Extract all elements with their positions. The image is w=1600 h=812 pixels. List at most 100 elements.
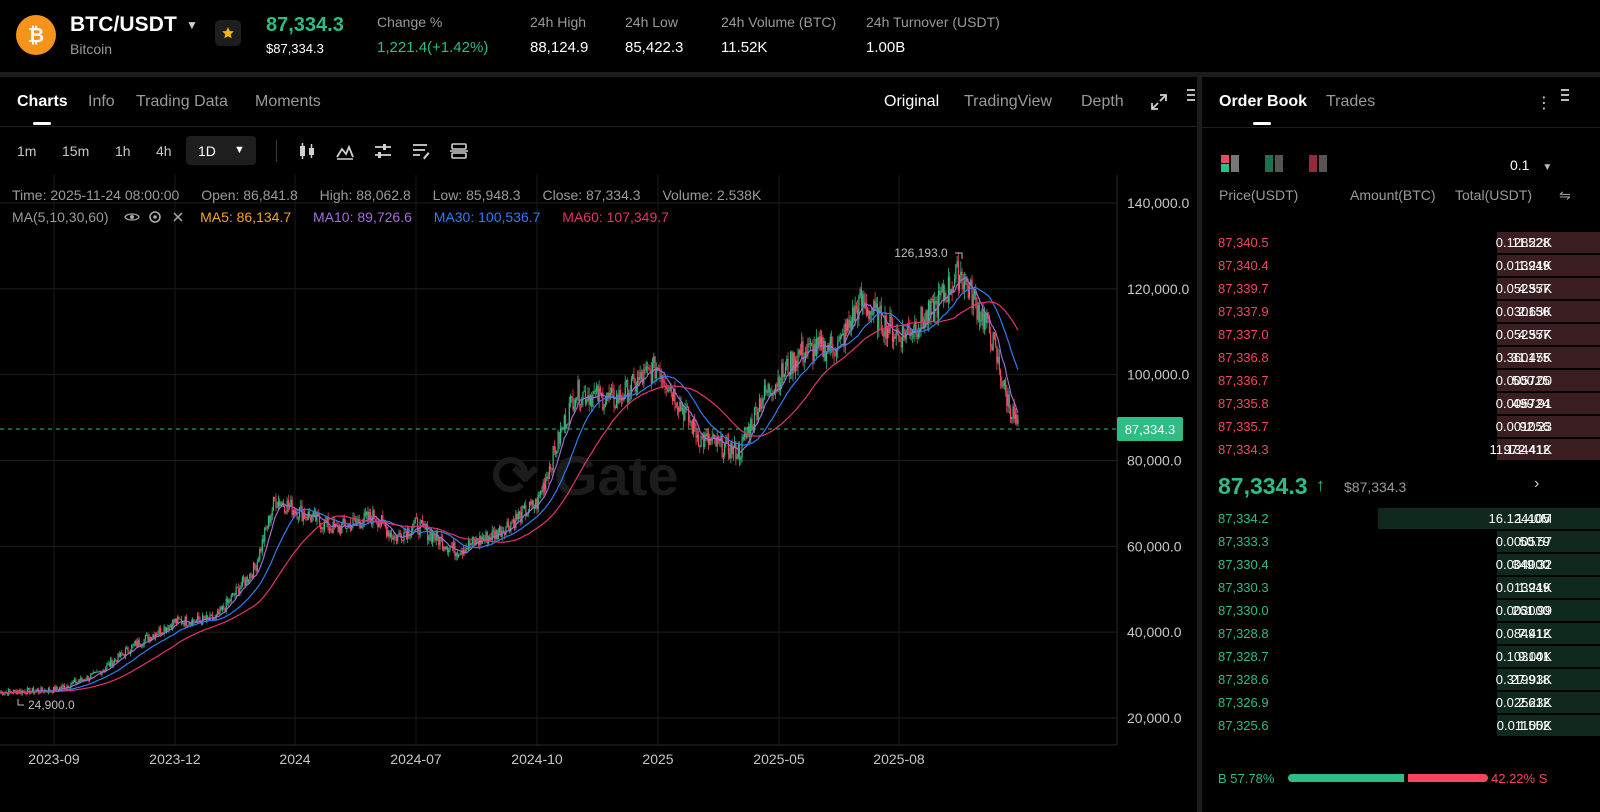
- candle-body: [114, 659, 117, 661]
- candle-body: [992, 332, 994, 351]
- favorite-button[interactable]: [215, 20, 241, 46]
- candle-body: [443, 546, 445, 550]
- candle-body: [414, 517, 416, 524]
- swap-units-icon[interactable]: ⇋: [1559, 187, 1571, 203]
- order-row[interactable]: 87,325.6 0.011552 1.00K: [1202, 714, 1600, 737]
- candle-body: [574, 399, 577, 406]
- order-row[interactable]: 87,337.9 0.030150 2.63K: [1202, 300, 1600, 323]
- candle-body: [983, 313, 986, 330]
- order-total: 50.57: [1519, 534, 1552, 549]
- candle-body: [659, 370, 661, 379]
- candle-body: [86, 676, 88, 681]
- order-row[interactable]: 87,339.7 0.052357 4.57K: [1202, 277, 1600, 300]
- precision-dropdown[interactable]: 0.1 ▼: [1510, 157, 1552, 173]
- chevron-right-icon[interactable]: ›: [1534, 475, 1540, 492]
- order-row[interactable]: 87,330.0 0.003000 261.99: [1202, 599, 1600, 622]
- pair-title[interactable]: BTC/USDT: [70, 13, 177, 36]
- tab-order-book[interactable]: Order Book: [1219, 93, 1308, 110]
- candle-body: [849, 320, 851, 328]
- order-row[interactable]: 87,333.3 0.000579 50.57: [1202, 530, 1600, 553]
- candle-body: [405, 532, 408, 539]
- candle-body: [56, 686, 58, 690]
- candle-body: [349, 523, 352, 531]
- order-row[interactable]: 87,340.4 0.013949 1.21K: [1202, 254, 1600, 277]
- order-row[interactable]: 87,335.8 0.005724 499.91: [1202, 392, 1600, 415]
- order-row[interactable]: 87,336.8 0.360175 31.45K: [1202, 346, 1600, 369]
- candle-body: [346, 528, 348, 530]
- eye-icon[interactable]: [124, 211, 141, 223]
- view-tab-original[interactable]: Original: [884, 93, 940, 110]
- indicator-icon[interactable]: [335, 141, 355, 161]
- candle-body: [758, 398, 761, 413]
- y-tick-label: 20,000.0: [1127, 710, 1182, 726]
- bids-only-view-icon[interactable]: [1263, 153, 1285, 173]
- candle-body: [435, 530, 437, 541]
- settings-sliders-icon[interactable]: [373, 141, 393, 161]
- price-chart[interactable]: 140,000.0 120,000.0 100,000.0 80,000.0 60,00…: [0, 175, 1197, 812]
- close-icon[interactable]: [172, 211, 184, 223]
- candle-body: [609, 392, 611, 398]
- interval-1h[interactable]: 1h: [115, 143, 131, 159]
- candle-body: [339, 526, 342, 534]
- candle-body: [761, 402, 763, 409]
- candle-body: [177, 616, 179, 624]
- order-row[interactable]: 87,335.7 0.001056 92.23: [1202, 415, 1600, 438]
- expand-icon[interactable]: [1150, 93, 1168, 111]
- order-row[interactable]: 87,337.0 0.052357 4.57K: [1202, 323, 1600, 346]
- view-tab-depth[interactable]: Depth: [1081, 93, 1124, 110]
- candle-body: [250, 574, 252, 576]
- interval-1m[interactable]: 1m: [17, 143, 37, 159]
- order-row[interactable]: 87,330.3 0.013949 1.21K: [1202, 576, 1600, 599]
- candle-body: [399, 532, 401, 535]
- candle-body: [388, 530, 390, 537]
- candlestick-icon[interactable]: [297, 141, 317, 161]
- view-tab-tradingview[interactable]: TradingView: [964, 93, 1053, 110]
- candle-body: [583, 391, 585, 393]
- candle-body: [772, 394, 774, 396]
- interval-4h[interactable]: 4h: [156, 143, 172, 159]
- candle-body: [620, 397, 623, 401]
- stat-24h-low: 24h Low 85,422.3: [625, 14, 683, 56]
- both-sides-view-icon[interactable]: [1219, 153, 1241, 173]
- candle-body: [154, 634, 156, 639]
- gear-icon[interactable]: [148, 210, 162, 224]
- vertical-menu-icon[interactable]: [1560, 87, 1570, 103]
- more-options-icon[interactable]: ⋮: [1536, 95, 1552, 112]
- candle-body: [91, 673, 93, 675]
- candle-body: [858, 295, 860, 319]
- vertical-menu-icon[interactable]: [1186, 87, 1196, 103]
- candle-body: [559, 429, 562, 444]
- order-row[interactable]: 87,330.4 0.004000 349.32: [1202, 553, 1600, 576]
- candle-body: [455, 552, 457, 557]
- x-tick-label: 2023-09: [28, 751, 80, 767]
- order-row[interactable]: 87,336.7 0.005725 500.00: [1202, 369, 1600, 392]
- order-row[interactable]: 87,334.3 11.134412 972.41K: [1202, 438, 1600, 461]
- order-row[interactable]: 87,340.5 0.128528 11.22K: [1202, 231, 1600, 254]
- order-row[interactable]: 87,328.6 0.319918 27.93K: [1202, 668, 1600, 691]
- order-row[interactable]: 87,328.7 0.103141 9.00K: [1202, 645, 1600, 668]
- candle-body: [187, 625, 189, 627]
- stat-label: 24h High: [530, 14, 587, 30]
- candle-body: [804, 351, 807, 361]
- candle-body: [392, 537, 394, 540]
- order-row[interactable]: 87,334.2 16.124105 1.40M: [1202, 507, 1600, 530]
- tab-charts[interactable]: Charts: [17, 93, 68, 110]
- tab-trading-data[interactable]: Trading Data: [136, 93, 228, 110]
- tab-info[interactable]: Info: [88, 93, 115, 110]
- candle-body: [700, 436, 702, 447]
- candle-body: [453, 542, 455, 548]
- tab-moments[interactable]: Moments: [255, 93, 321, 110]
- layout-icon[interactable]: [449, 141, 469, 161]
- tab-trades[interactable]: Trades: [1326, 93, 1376, 110]
- asks-only-view-icon[interactable]: [1307, 153, 1329, 173]
- order-row[interactable]: 87,326.9 0.025612 2.23K: [1202, 691, 1600, 714]
- interval-15m[interactable]: 15m: [62, 143, 90, 159]
- interval-1d-dropdown[interactable]: 1D ▼: [186, 136, 256, 165]
- drawing-tools-icon[interactable]: [411, 141, 431, 161]
- candle-body: [264, 527, 266, 542]
- candle-body: [787, 359, 789, 375]
- order-row[interactable]: 87,328.8 0.084912 7.41K: [1202, 622, 1600, 645]
- candle-body: [906, 325, 908, 330]
- candle-body: [978, 304, 981, 322]
- pair-dropdown-icon[interactable]: ▼: [186, 18, 198, 32]
